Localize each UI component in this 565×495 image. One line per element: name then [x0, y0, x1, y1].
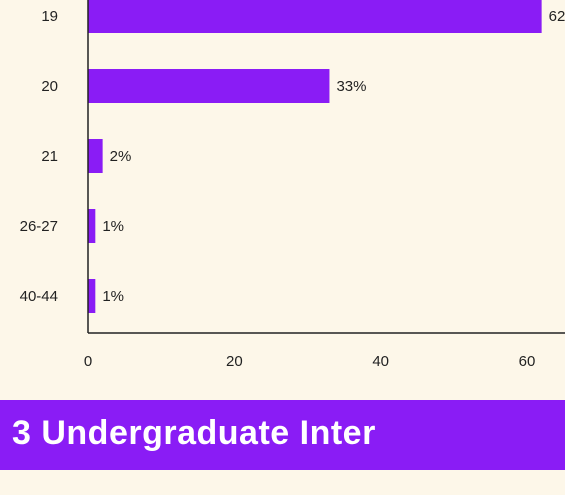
y-tick-label: 20: [41, 78, 58, 95]
bar: [88, 139, 103, 173]
bar: [88, 279, 96, 313]
y-tick-label: 40-44: [20, 288, 58, 305]
bar: [88, 69, 330, 103]
y-tick-label: 21: [41, 148, 58, 165]
chart: 0 20 40 60 19 62% 20 33% 21 2% 26-27 1% 40-44 1%: [20, 0, 565, 370]
bar: [88, 0, 542, 33]
value-label: 33%: [336, 78, 366, 95]
section-banner: 3 Undergraduate Inter: [0, 400, 565, 470]
x-tick-label: 40: [372, 353, 389, 370]
value-label: 1%: [102, 218, 124, 235]
x-tick-label: 0: [84, 353, 92, 370]
y-tick-label: 19: [41, 8, 58, 25]
x-tick-label: 60: [519, 353, 536, 370]
y-tick-label: 26-27: [20, 218, 58, 235]
value-label: 1%: [102, 288, 124, 305]
value-label: 62%: [549, 8, 565, 25]
value-label: 2%: [110, 148, 132, 165]
x-tick-label: 20: [226, 353, 243, 370]
bar: [88, 209, 96, 243]
banner-title: 3 Undergraduate Inter: [12, 414, 376, 452]
